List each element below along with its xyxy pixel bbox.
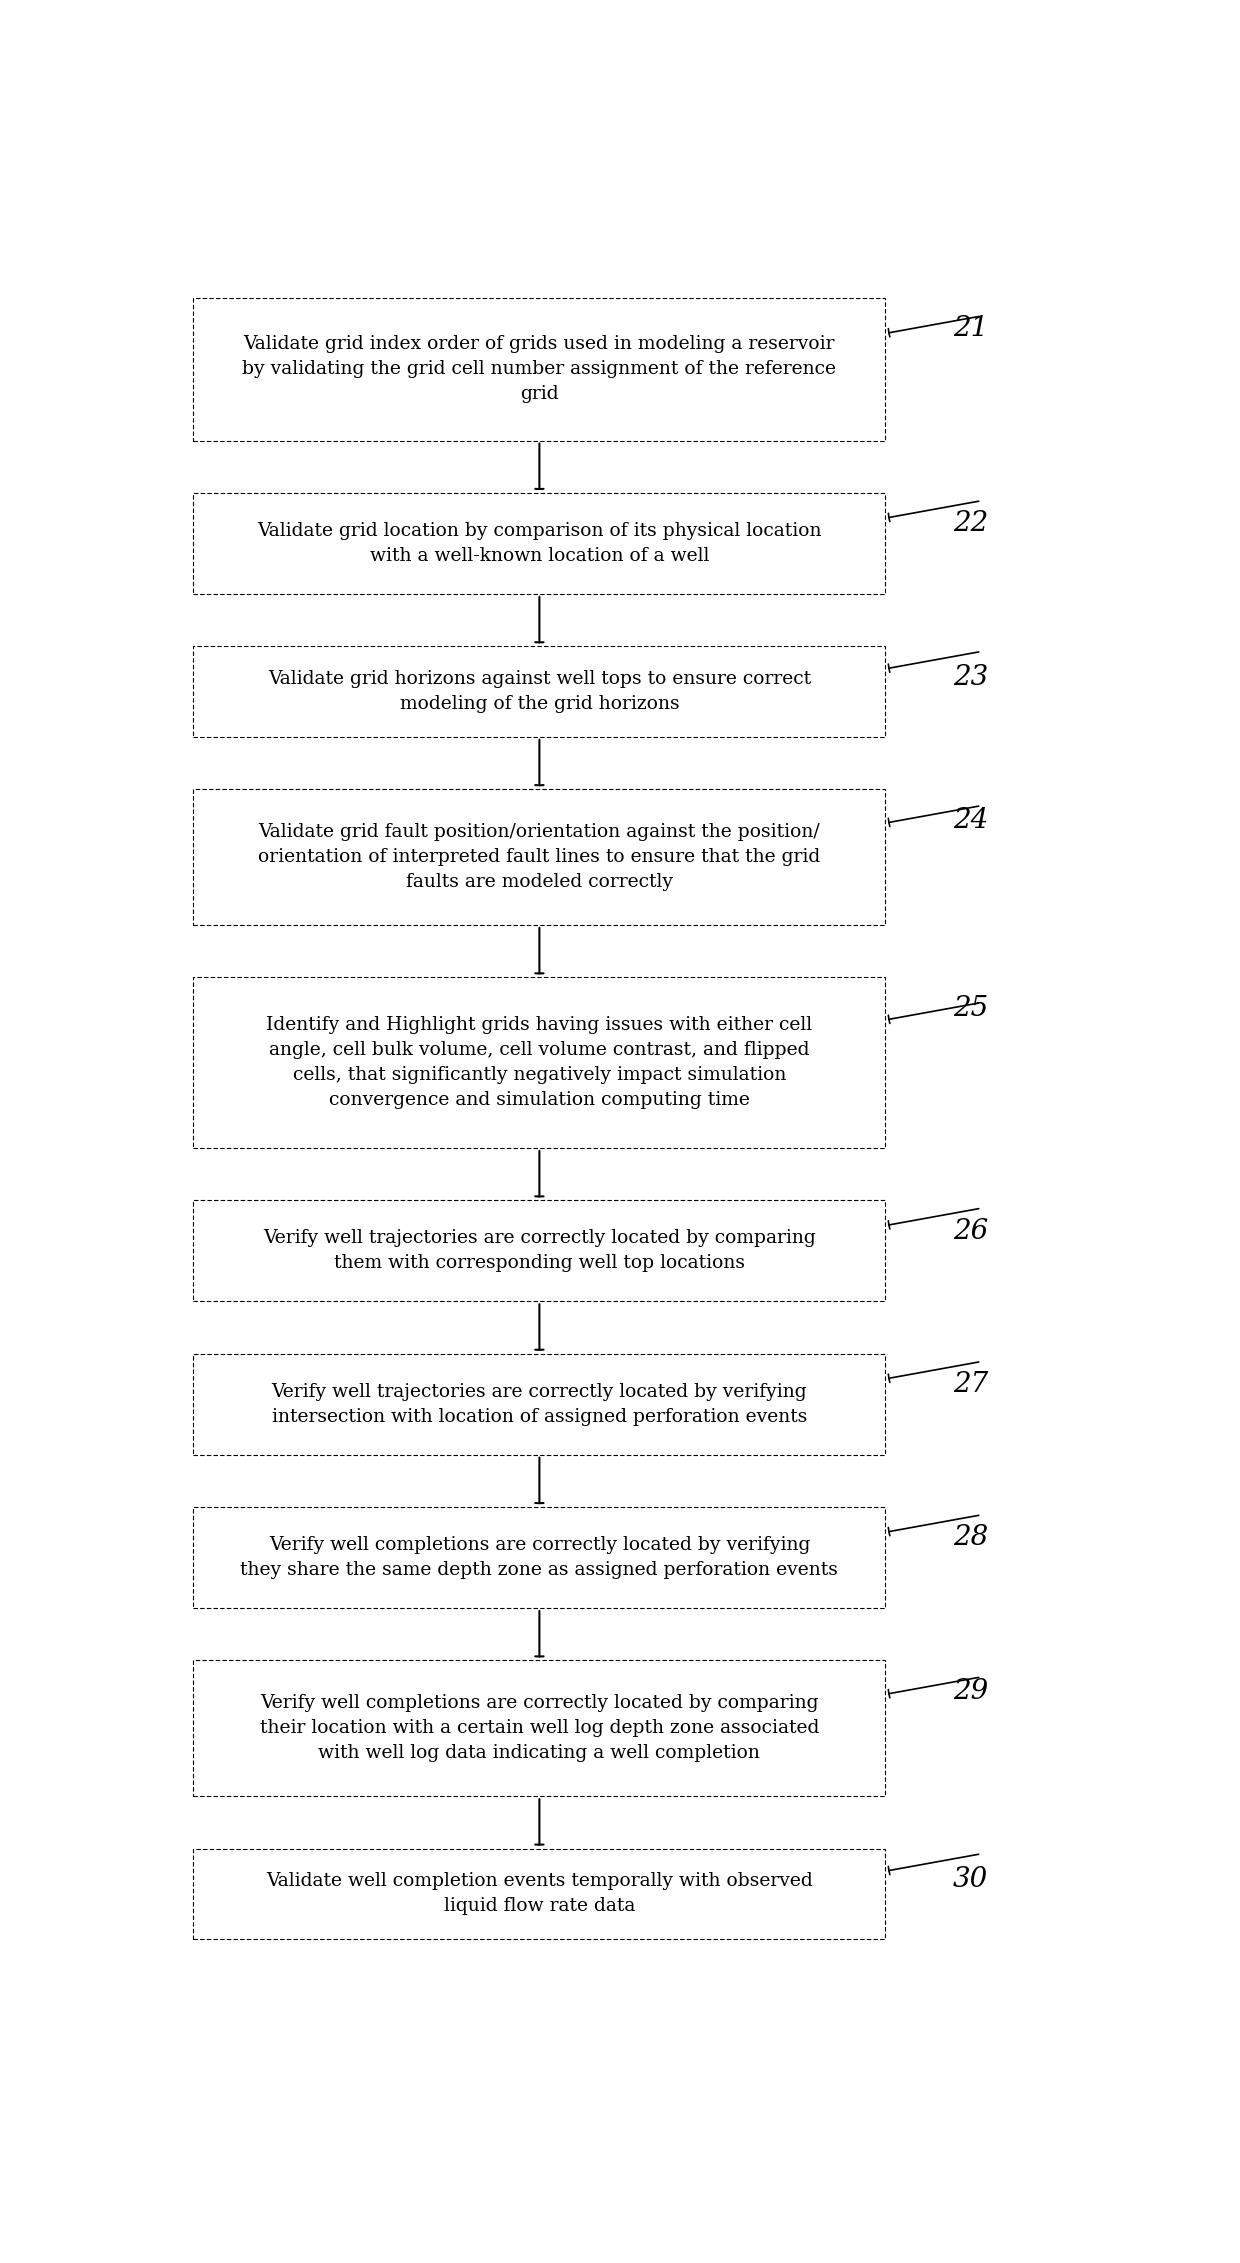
Text: Validate grid index order of grids used in modeling a reservoir
by validating th: Validate grid index order of grids used … (242, 335, 837, 403)
Text: 30: 30 (952, 1867, 988, 1892)
Text: 25: 25 (952, 996, 988, 1021)
Text: 22: 22 (952, 509, 988, 536)
Bar (193, 1849, 885, 1939)
Text: Verify well trajectories are correctly located by comparing
them with correspond: Verify well trajectories are correctly l… (263, 1229, 816, 1272)
Bar (193, 1353, 885, 1455)
Bar (193, 1199, 885, 1301)
Text: Verify well trajectories are correctly located by verifying
intersection with lo: Verify well trajectories are correctly l… (272, 1383, 807, 1426)
Text: 28: 28 (952, 1525, 988, 1552)
Text: Validate grid horizons against well tops to ensure correct
modeling of the grid : Validate grid horizons against well tops… (268, 670, 811, 713)
Bar (193, 647, 885, 738)
Bar (193, 299, 885, 441)
Bar (193, 1507, 885, 1609)
Bar (193, 790, 885, 926)
Text: 29: 29 (952, 1677, 988, 1704)
Text: 26: 26 (952, 1217, 988, 1245)
Text: 27: 27 (952, 1371, 988, 1399)
Text: Validate grid location by comparison of its physical location
with a well-known : Validate grid location by comparison of … (257, 523, 822, 566)
Text: Verify well completions are correctly located by verifying
they share the same d: Verify well completions are correctly lo… (241, 1537, 838, 1580)
Text: 23: 23 (952, 663, 988, 690)
Text: Validate well completion events temporally with observed
liquid flow rate data: Validate well completion events temporal… (267, 1872, 812, 1914)
Text: Verify well completions are correctly located by comparing
their location with a: Verify well completions are correctly lo… (259, 1695, 820, 1763)
Bar (193, 978, 885, 1147)
Bar (193, 1661, 885, 1797)
Text: 21: 21 (952, 315, 988, 342)
Bar (193, 493, 885, 593)
Text: Identify and Highlight grids having issues with either cell
angle, cell bulk vol: Identify and Highlight grids having issu… (267, 1016, 812, 1109)
Text: Validate grid fault position/orientation against the position/
orientation of in: Validate grid fault position/orientation… (258, 824, 821, 892)
Text: 24: 24 (952, 806, 988, 833)
